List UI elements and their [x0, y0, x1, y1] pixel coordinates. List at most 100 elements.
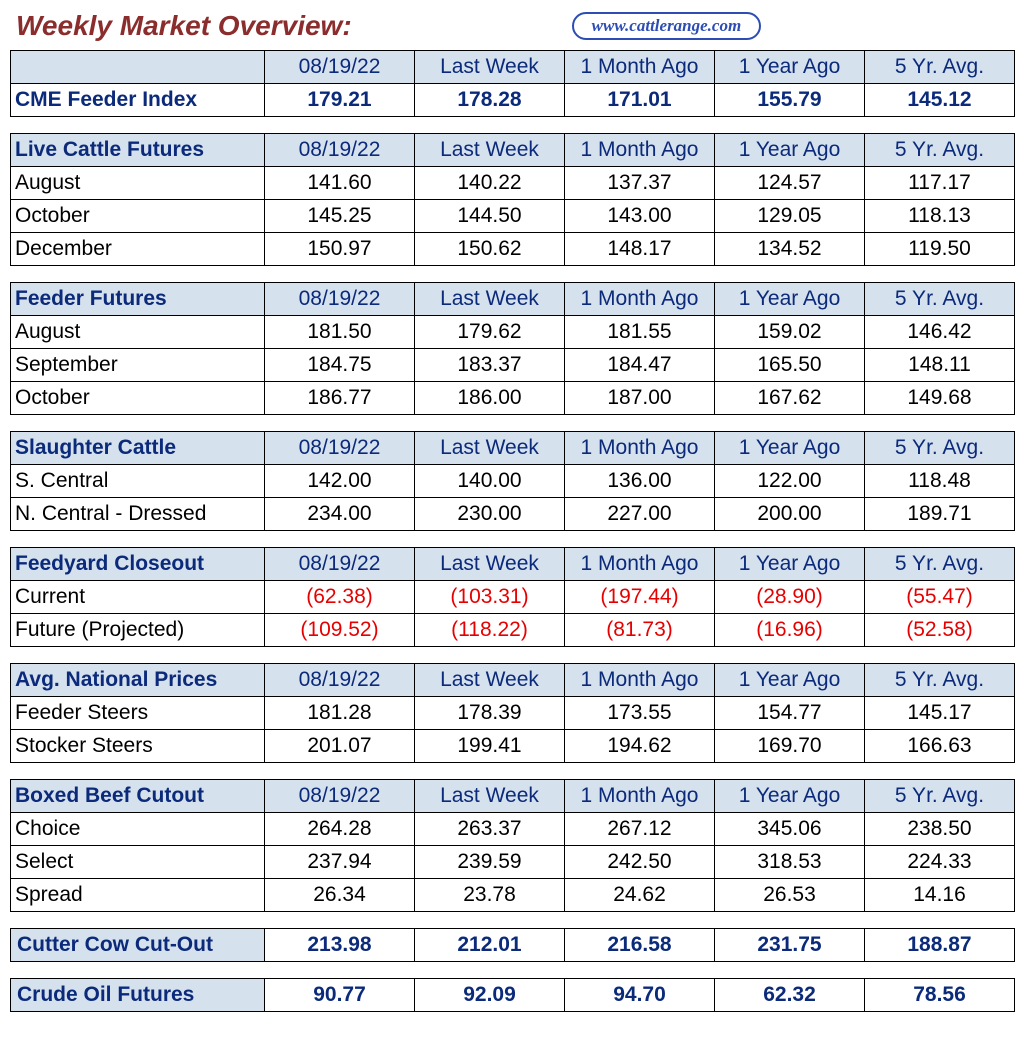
- row-label: December: [11, 233, 265, 266]
- row-label: August: [11, 167, 265, 200]
- column-header: 5 Yr. Avg.: [865, 51, 1015, 84]
- value-cell: 212.01: [415, 929, 565, 962]
- value-cell: 145.12: [865, 84, 1015, 117]
- value-cell: 242.50: [565, 846, 715, 879]
- value-cell: 150.62: [415, 233, 565, 266]
- value-cell: 143.00: [565, 200, 715, 233]
- tables-container: 08/19/22Last Week1 Month Ago1 Year Ago5 …: [10, 50, 1014, 1012]
- value-cell: 90.77: [265, 979, 415, 1012]
- column-header: 1 Month Ago: [565, 664, 715, 697]
- column-header: Last Week: [415, 432, 565, 465]
- value-cell: 166.63: [865, 730, 1015, 763]
- section-header: Boxed Beef Cutout: [11, 780, 265, 813]
- value-cell: 136.00: [565, 465, 715, 498]
- column-header: 08/19/22: [265, 283, 415, 316]
- column-header: 1 Year Ago: [715, 780, 865, 813]
- value-cell: 224.33: [865, 846, 1015, 879]
- row-label: Crude Oil Futures: [11, 979, 265, 1012]
- value-cell: 345.06: [715, 813, 865, 846]
- row-label: S. Central: [11, 465, 265, 498]
- value-cell: 118.48: [865, 465, 1015, 498]
- section-header: Avg. National Prices: [11, 664, 265, 697]
- value-cell: (109.52): [265, 614, 415, 647]
- value-cell: 137.37: [565, 167, 715, 200]
- value-cell: 14.16: [865, 879, 1015, 912]
- section-header: Feedyard Closeout: [11, 548, 265, 581]
- value-cell: 194.62: [565, 730, 715, 763]
- column-header: 5 Yr. Avg.: [865, 664, 1015, 697]
- value-cell: (55.47): [865, 581, 1015, 614]
- value-cell: 264.28: [265, 813, 415, 846]
- value-cell: 234.00: [265, 498, 415, 531]
- value-cell: 178.28: [415, 84, 565, 117]
- section-header: Live Cattle Futures: [11, 134, 265, 167]
- value-cell: (62.38): [265, 581, 415, 614]
- value-cell: 149.68: [865, 382, 1015, 415]
- value-cell: (81.73): [565, 614, 715, 647]
- page-title: Weekly Market Overview:: [10, 10, 352, 42]
- row-label: Current: [11, 581, 265, 614]
- value-cell: 117.17: [865, 167, 1015, 200]
- value-cell: 167.62: [715, 382, 865, 415]
- value-cell: 267.12: [565, 813, 715, 846]
- row-label: Feeder Steers: [11, 697, 265, 730]
- column-header: 1 Year Ago: [715, 548, 865, 581]
- value-cell: (103.31): [415, 581, 565, 614]
- column-header: 1 Year Ago: [715, 283, 865, 316]
- row-label: October: [11, 382, 265, 415]
- value-cell: 178.39: [415, 697, 565, 730]
- site-url-badge[interactable]: www.cattlerange.com: [572, 12, 762, 40]
- row-label: October: [11, 200, 265, 233]
- value-cell: 148.17: [565, 233, 715, 266]
- value-cell: 179.21: [265, 84, 415, 117]
- column-header: 1 Month Ago: [565, 134, 715, 167]
- value-cell: 200.00: [715, 498, 865, 531]
- row-label: Cutter Cow Cut-Out: [11, 929, 265, 962]
- market-table: Boxed Beef Cutout08/19/22Last Week1 Mont…: [10, 779, 1015, 912]
- value-cell: 181.28: [265, 697, 415, 730]
- value-cell: 26.34: [265, 879, 415, 912]
- column-header: Last Week: [415, 664, 565, 697]
- row-label: CME Feeder Index: [11, 84, 265, 117]
- value-cell: 231.75: [715, 929, 865, 962]
- title-row: Weekly Market Overview: www.cattlerange.…: [10, 10, 1014, 42]
- market-table: Live Cattle Futures08/19/22Last Week1 Mo…: [10, 133, 1015, 266]
- value-cell: 318.53: [715, 846, 865, 879]
- column-header: 5 Yr. Avg.: [865, 283, 1015, 316]
- market-table: Avg. National Prices08/19/22Last Week1 M…: [10, 663, 1015, 763]
- column-header: 5 Yr. Avg.: [865, 432, 1015, 465]
- column-header: 1 Month Ago: [565, 780, 715, 813]
- value-cell: 179.62: [415, 316, 565, 349]
- value-cell: 173.55: [565, 697, 715, 730]
- column-header: 08/19/22: [265, 134, 415, 167]
- row-label: Future (Projected): [11, 614, 265, 647]
- value-cell: 26.53: [715, 879, 865, 912]
- value-cell: 181.50: [265, 316, 415, 349]
- value-cell: (118.22): [415, 614, 565, 647]
- section-header: Feeder Futures: [11, 283, 265, 316]
- market-table: Cutter Cow Cut-Out213.98212.01216.58231.…: [10, 928, 1015, 962]
- value-cell: 199.41: [415, 730, 565, 763]
- column-header: 08/19/22: [265, 664, 415, 697]
- column-header: Last Week: [415, 780, 565, 813]
- value-cell: 201.07: [265, 730, 415, 763]
- value-cell: 134.52: [715, 233, 865, 266]
- value-cell: 148.11: [865, 349, 1015, 382]
- value-cell: 216.58: [565, 929, 715, 962]
- value-cell: 184.75: [265, 349, 415, 382]
- value-cell: 155.79: [715, 84, 865, 117]
- column-header: 5 Yr. Avg.: [865, 548, 1015, 581]
- value-cell: 94.70: [565, 979, 715, 1012]
- section-header-blank: [11, 51, 265, 84]
- value-cell: 118.13: [865, 200, 1015, 233]
- row-label: Choice: [11, 813, 265, 846]
- value-cell: 165.50: [715, 349, 865, 382]
- value-cell: (52.58): [865, 614, 1015, 647]
- column-header: 1 Month Ago: [565, 432, 715, 465]
- value-cell: 159.02: [715, 316, 865, 349]
- value-cell: 141.60: [265, 167, 415, 200]
- value-cell: 122.00: [715, 465, 865, 498]
- value-cell: 154.77: [715, 697, 865, 730]
- column-header: 08/19/22: [265, 51, 415, 84]
- market-table: 08/19/22Last Week1 Month Ago1 Year Ago5 …: [10, 50, 1015, 117]
